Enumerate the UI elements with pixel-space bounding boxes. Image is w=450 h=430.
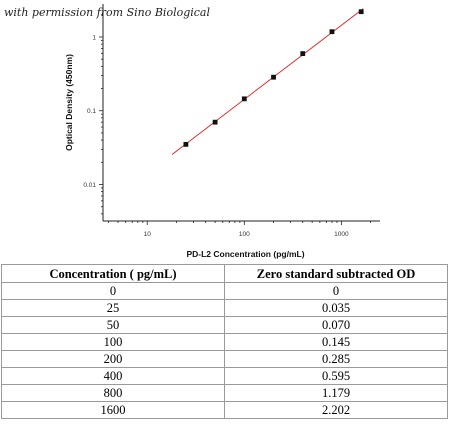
od-cell: 0.070 bbox=[224, 316, 448, 334]
data-point bbox=[358, 9, 364, 15]
x-tick-label: 1000 bbox=[334, 231, 349, 238]
concentration-cell: 800 bbox=[1, 384, 225, 402]
od-cell: 0.595 bbox=[224, 367, 448, 385]
table-row: 50 0.070 bbox=[1, 316, 448, 334]
y-axis-label: Optical Density (450nm) bbox=[64, 54, 74, 151]
concentration-cell: 25 bbox=[1, 299, 225, 317]
data-point bbox=[212, 119, 218, 125]
x-axis-label: PD-L2 Concentration (pg/mL) bbox=[186, 249, 304, 259]
header-od: Zero standard subtracted OD bbox=[224, 264, 448, 283]
od-cell: 0 bbox=[224, 282, 448, 300]
concentration-cell: 400 bbox=[1, 367, 225, 385]
od-cell: 0.035 bbox=[224, 299, 448, 317]
table-row: 400 0.595 bbox=[1, 367, 448, 385]
header-concentration: Concentration ( pg/mL) bbox=[1, 264, 225, 283]
concentration-cell: 50 bbox=[1, 316, 225, 334]
data-point bbox=[241, 96, 247, 102]
concentration-cell: 0 bbox=[1, 282, 225, 300]
table-header-row: Concentration ( pg/mL) Zero standard sub… bbox=[1, 264, 448, 283]
od-cell: 1.179 bbox=[224, 384, 448, 402]
data-point bbox=[300, 51, 306, 57]
od-table: Concentration ( pg/mL) Zero standard sub… bbox=[1, 264, 448, 419]
permission-credit: with permission from Sino Biological bbox=[4, 6, 211, 19]
data-point bbox=[329, 29, 335, 35]
fit-line bbox=[171, 8, 364, 155]
y-tick-label: 1 bbox=[92, 34, 96, 41]
x-tick-label: 10 bbox=[144, 231, 152, 238]
table-row: 1600 2.202 bbox=[1, 401, 448, 419]
concentration-cell: 100 bbox=[1, 333, 225, 351]
od-cell: 0.285 bbox=[224, 350, 448, 368]
x-tick-label: 100 bbox=[239, 231, 250, 238]
od-cell: 0.145 bbox=[224, 333, 448, 351]
data-points bbox=[183, 9, 364, 147]
table-row: 25 0.035 bbox=[1, 299, 448, 317]
od-cell: 2.202 bbox=[224, 401, 448, 419]
y-tick-label: 0.01 bbox=[83, 182, 96, 189]
tick-labels: 10 100 1000 0.01 0.1 1 bbox=[83, 34, 349, 238]
data-point bbox=[183, 141, 189, 147]
table-row: 800 1.179 bbox=[1, 384, 448, 402]
concentration-cell: 200 bbox=[1, 350, 225, 368]
y-tick-label: 0.1 bbox=[87, 108, 96, 115]
table-row: 200 0.285 bbox=[1, 350, 448, 368]
chart-axes bbox=[99, 4, 380, 225]
standard-curve-chart: 10 100 1000 0.01 0.1 1 PD-L2 Concentration (p… bbox=[64, 4, 380, 259]
concentration-cell: 1600 bbox=[1, 401, 225, 419]
data-point bbox=[271, 74, 276, 80]
table-row: 100 0.145 bbox=[1, 333, 448, 351]
fit-line-group bbox=[171, 8, 364, 155]
